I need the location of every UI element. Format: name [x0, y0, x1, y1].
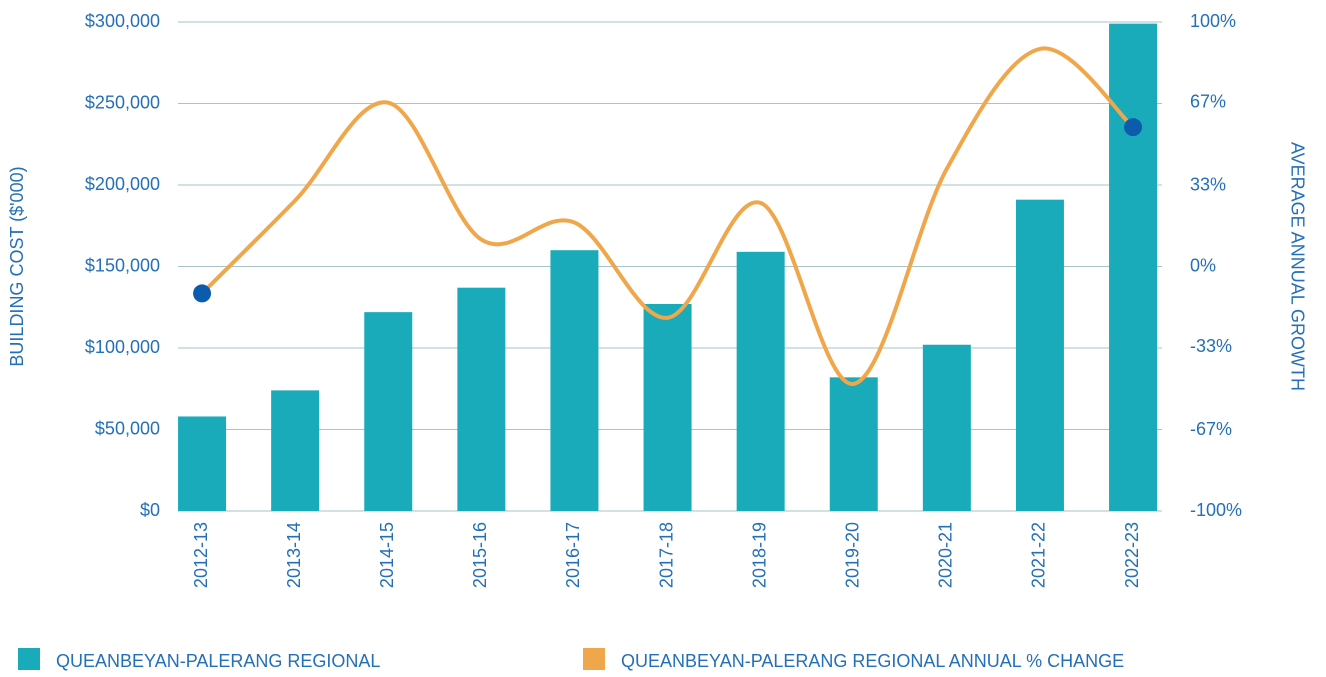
y2-axis-title: AVERAGE ANNUAL GROWTH: [1287, 142, 1307, 391]
bar: [1015, 199, 1064, 512]
x-tick-label: 2013-14: [284, 522, 304, 588]
line-marker: [1124, 118, 1143, 137]
bar: [922, 344, 971, 511]
legend-swatch: [583, 648, 605, 670]
y-tick-label: $0: [140, 500, 160, 520]
x-tick-label: 2019-20: [843, 522, 863, 588]
x-tick-label: 2012-13: [191, 522, 211, 588]
legend-label: QUEANBEYAN-PALERANG REGIONAL: [56, 651, 380, 671]
bar: [457, 287, 506, 511]
bar: [550, 250, 599, 511]
y2-tick-label: 67%: [1190, 91, 1226, 111]
y-tick-label: $50,000: [95, 418, 160, 438]
x-tick-label: 2015-16: [470, 522, 490, 588]
bar: [829, 377, 878, 511]
y-tick-label: $300,000: [85, 11, 160, 31]
x-tick-label: 2022-23: [1122, 522, 1142, 588]
y-tick-label: $100,000: [85, 337, 160, 357]
y-axis-title: BUILDING COST ($'000): [7, 166, 27, 366]
x-tick-label: 2018-19: [749, 522, 769, 588]
line-marker: [193, 284, 212, 303]
bar: [178, 416, 227, 511]
x-tick-label: 2014-15: [377, 522, 397, 588]
bar: [736, 251, 785, 511]
legend-swatch: [18, 648, 40, 670]
x-tick-label: 2017-18: [656, 522, 676, 588]
y2-tick-label: 33%: [1190, 175, 1226, 195]
bar: [271, 390, 320, 511]
legend-label: QUEANBEYAN-PALERANG REGIONAL ANNUAL % CH…: [621, 651, 1124, 671]
y-tick-label: $250,000: [85, 92, 160, 112]
bar: [364, 312, 413, 511]
y2-tick-label: 0%: [1190, 255, 1216, 275]
y-tick-label: $150,000: [85, 255, 160, 275]
y2-tick-label: -100%: [1190, 500, 1242, 520]
y2-tick-label: 100%: [1190, 11, 1236, 31]
y-tick-label: $200,000: [85, 174, 160, 194]
bar: [1109, 23, 1158, 511]
bar: [643, 303, 692, 511]
x-tick-label: 2016-17: [563, 522, 583, 588]
x-tick-label: 2020-21: [936, 522, 956, 588]
line: [200, 46, 1135, 386]
y2-tick-label: -67%: [1190, 419, 1232, 439]
x-tick-label: 2021-22: [1029, 522, 1049, 588]
y2-tick-label: -33%: [1190, 336, 1232, 356]
